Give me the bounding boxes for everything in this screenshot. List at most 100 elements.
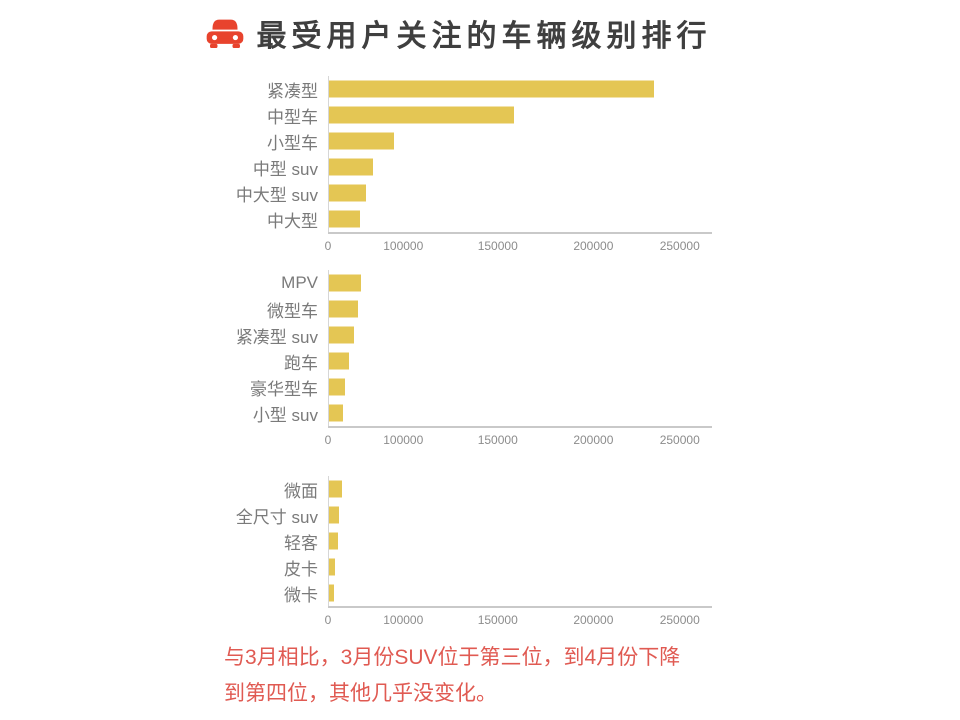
bar-chart-mid-ranks: MPV 微型车紧凑型 suv 跑车豪华型车小型 suv 0 100000 150000 2… (200, 270, 712, 448)
bar (329, 506, 339, 524)
chart-row: 中型车 (200, 102, 712, 128)
bar-track (328, 128, 712, 154)
bar-track (328, 374, 712, 400)
bar-track (328, 206, 712, 232)
bar-track (328, 322, 712, 348)
chart-rows: 微面全尺寸 suv 轻客皮卡微卡 (200, 476, 712, 606)
bar (329, 378, 345, 396)
category-label: 紧凑型 suv (235, 327, 318, 347)
bar-track (328, 348, 712, 374)
x-tick-label: 150000 (477, 239, 518, 253)
x-axis-ticks: 0 100000 150000 200000 250000 (324, 608, 712, 628)
chart-row: 小型 suv (200, 400, 712, 426)
category-label: MPV (281, 273, 318, 292)
bar (329, 584, 335, 602)
chart-row: 豪华型车 (200, 374, 712, 400)
x-tick-label: 250000 (659, 239, 700, 253)
category-label: 轻客 (284, 533, 318, 553)
x-tick-label: 200000 (573, 433, 614, 447)
x-tick-label: 150000 (477, 613, 518, 627)
bar-track (328, 554, 712, 580)
category-label: 紧凑型 (267, 81, 318, 101)
bar-track (328, 580, 712, 606)
x-tick-label: 0 (324, 613, 332, 627)
chart-row: 紧凑型 suv (200, 322, 712, 348)
chart-row: 中大型 (200, 206, 712, 232)
x-axis-line (328, 426, 712, 428)
x-tick-label: 100000 (383, 239, 424, 253)
car-icon (206, 19, 243, 48)
annotation-text: 与3月相比，3月份SUV位于第三位，到4月份下降 到第四位，其他几乎没变化。 (224, 640, 764, 712)
bar-chart-top-ranks: 紧凑型中型车小型车中型 suv 中大型 suv 中大型 0 100000 150000 2… (200, 76, 712, 254)
bar-track (328, 76, 712, 102)
chart-row: 紧凑型 (200, 76, 712, 102)
chart-row: 小型车 (200, 128, 712, 154)
bar-track (328, 270, 712, 296)
category-label: 小型 suv (252, 405, 318, 425)
x-tick-label: 0 (324, 239, 332, 253)
bar-chart-bottom-ranks: 微面全尺寸 suv 轻客皮卡微卡 0 100000 150000 200000 25000… (200, 476, 712, 628)
bar (329, 106, 514, 124)
bar (329, 558, 335, 576)
x-axis-line (328, 232, 712, 234)
chart-row: 中大型 suv (200, 180, 712, 206)
bar (329, 274, 362, 292)
category-label: 中大型 suv (235, 185, 318, 205)
chart-row: 微卡 (200, 580, 712, 606)
category-label: 微卡 (284, 585, 318, 605)
bar (329, 80, 654, 98)
category-label: 豪华型车 (250, 379, 318, 399)
bar (329, 326, 354, 344)
bar-track (328, 102, 712, 128)
x-axis-ticks: 0 100000 150000 200000 250000 (324, 428, 712, 448)
chart-rows: MPV 微型车紧凑型 suv 跑车豪华型车小型 suv (200, 270, 712, 426)
chart-row: 中型 suv (200, 154, 712, 180)
category-label: 中型车 (267, 107, 318, 127)
bar (329, 132, 394, 150)
chart-row: 跑车 (200, 348, 712, 374)
category-label: 全尺寸 suv (235, 507, 318, 527)
bar-track (328, 528, 712, 554)
x-axis-ticks: 0 100000 150000 200000 250000 (324, 234, 712, 254)
bar (329, 404, 343, 422)
bar-track (328, 502, 712, 528)
bar-track (328, 154, 712, 180)
category-label: 皮卡 (284, 559, 318, 579)
bar-track (328, 296, 712, 322)
bar (329, 480, 342, 498)
x-tick-label: 150000 (477, 433, 518, 447)
x-tick-label: 200000 (573, 613, 614, 627)
category-label: 微型车 (267, 301, 318, 321)
category-label: 小型车 (267, 133, 318, 153)
x-tick-label: 200000 (573, 239, 614, 253)
bar-track (328, 180, 712, 206)
annotation-line: 与3月相比，3月份SUV位于第三位，到4月份下降 (224, 646, 681, 669)
category-label: 微面 (284, 481, 318, 501)
chart-row: MPV (200, 270, 712, 296)
category-label: 跑车 (284, 353, 318, 373)
x-tick-label: 100000 (383, 433, 424, 447)
x-axis-line (328, 606, 712, 608)
x-tick-label: 100000 (383, 613, 424, 627)
category-label: 中型 suv (252, 159, 318, 179)
header: 最受用户关注的车辆级别排行 (0, 10, 938, 56)
chart-row: 皮卡 (200, 554, 712, 580)
chart-row: 微面 (200, 476, 712, 502)
bar-track (328, 400, 712, 426)
bar (329, 352, 350, 370)
annotation-line: 到第四位，其他几乎没变化。 (224, 682, 497, 705)
category-label: 中大型 (267, 211, 318, 231)
x-tick-label: 250000 (659, 433, 700, 447)
chart-rows: 紧凑型中型车小型车中型 suv 中大型 suv 中大型 (200, 76, 712, 232)
bar (329, 532, 338, 550)
chart-row: 微型车 (200, 296, 712, 322)
page-title: 最受用户关注的车辆级别排行 (256, 20, 712, 53)
bar (329, 184, 366, 202)
chart-row: 全尺寸 suv (200, 502, 712, 528)
x-tick-label: 250000 (659, 613, 700, 627)
x-tick-label: 0 (324, 433, 332, 447)
bar (329, 300, 358, 318)
bar (329, 158, 374, 176)
bar-track (328, 476, 712, 502)
